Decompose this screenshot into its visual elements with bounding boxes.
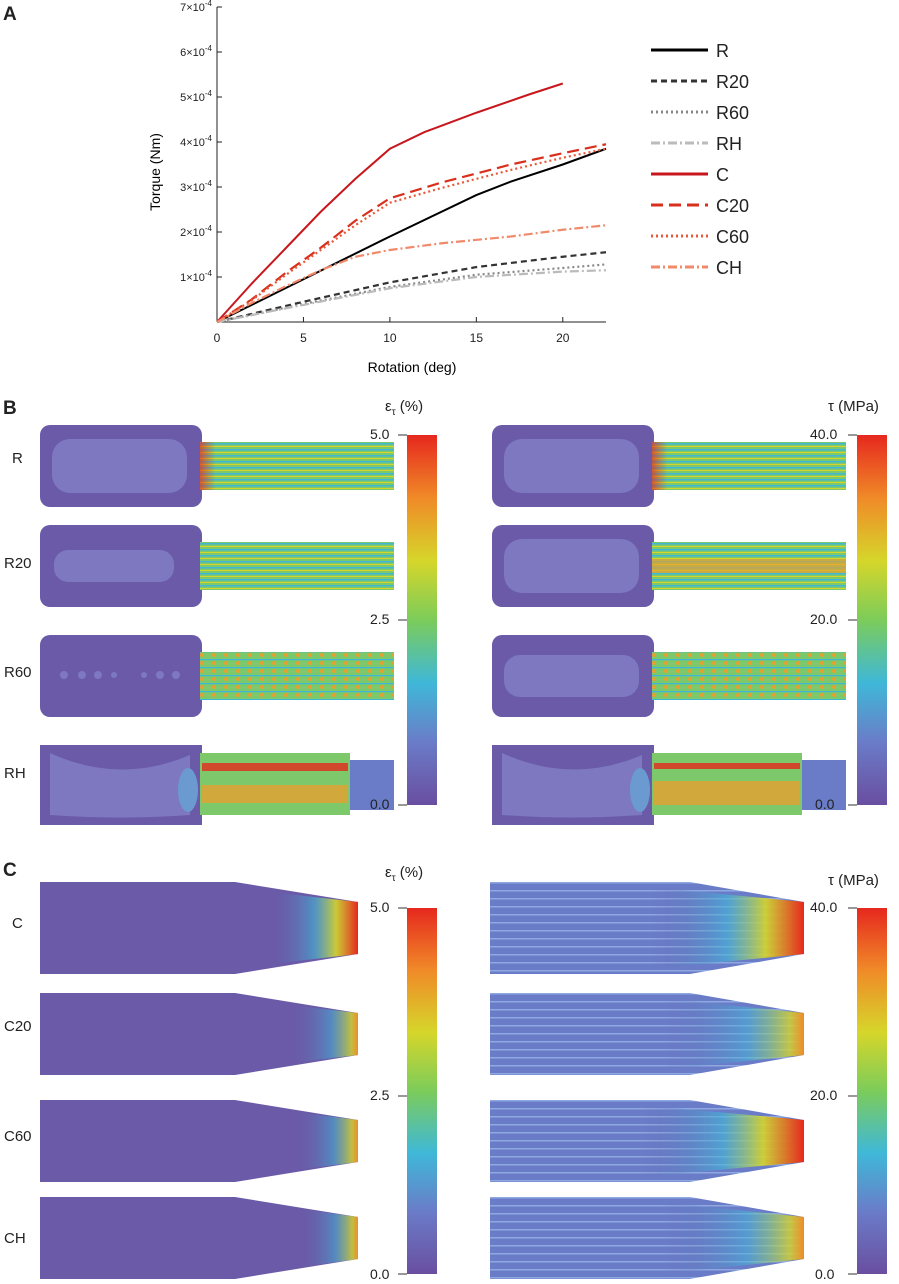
- stress-tick-min-b: 0.0: [815, 796, 835, 812]
- strain-colorbar-title-b: ετ (%): [385, 398, 424, 418]
- stress-tick-max-c: 40.0: [810, 899, 838, 915]
- stress-tick-mid-c: 20.0: [810, 1087, 838, 1103]
- y-tick-label: 7×10-4: [180, 0, 212, 14]
- strain-colorbar-c: [407, 908, 437, 1274]
- legend-label-c: C: [716, 165, 729, 185]
- sim-CH-strain: [40, 1197, 358, 1279]
- legend-label-c20: C20: [716, 196, 749, 216]
- stress-colorbar-title-b: τ (MPa): [828, 398, 879, 415]
- series-line-r60: [216, 263, 607, 324]
- legend-label-c60: C60: [716, 227, 749, 247]
- row-label-C20: C20: [4, 1018, 32, 1035]
- sim-C60-strain: [40, 1100, 358, 1182]
- sim-C-strain: [40, 882, 358, 974]
- series-line-r20: [216, 251, 607, 324]
- series-line-c60: [216, 147, 607, 323]
- series-line-ch: [216, 224, 607, 323]
- x-tick-label: 10: [383, 331, 397, 345]
- sim-R-strain: [40, 425, 394, 507]
- sim-R60-stress: [492, 635, 846, 717]
- strain-tick-max-b: 5.0: [370, 426, 390, 442]
- row-label-R20: R20: [4, 555, 32, 572]
- stress-colorbar-c: [857, 908, 887, 1274]
- sim-R20-stress: [492, 525, 846, 607]
- sim-C60-stress: [490, 1100, 804, 1182]
- panel-b-simulations: [40, 425, 887, 825]
- series-line-r: [216, 147, 607, 323]
- strain-tick-max-c: 5.0: [370, 899, 390, 915]
- x-tick-label: 20: [556, 331, 570, 345]
- sim-C20-stress: [490, 993, 804, 1075]
- legend-label-r20: R20: [716, 72, 749, 92]
- stress-colorbar-title-c: τ (MPa): [828, 872, 879, 889]
- panel-label-a: A: [3, 4, 17, 25]
- x-tick-label: 0: [214, 331, 221, 345]
- x-tick-label: 5: [300, 331, 307, 345]
- sim-RH-stress: [492, 745, 846, 825]
- row-label-R: R: [12, 450, 23, 467]
- series-line-c: [216, 82, 564, 323]
- series-line-rh: [216, 269, 607, 324]
- strain-tick-mid-b: 2.5: [370, 611, 390, 627]
- series-line-c20: [216, 143, 607, 323]
- panel-label-b: B: [3, 398, 17, 419]
- row-label-R60: R60: [4, 664, 32, 681]
- panel-label-c: C: [3, 860, 17, 881]
- sim-C20-strain: [40, 993, 358, 1075]
- y-axis-label: Torque (Nm): [147, 133, 163, 211]
- legend-label-rh: RH: [716, 134, 742, 154]
- x-tick-label: 15: [470, 331, 484, 345]
- y-tick-label: 5×10-4: [180, 89, 212, 104]
- sim-C-stress: [490, 882, 804, 974]
- stress-tick-min-c: 0.0: [815, 1266, 835, 1282]
- strain-colorbar-b: [407, 435, 437, 805]
- row-label-C: C: [12, 915, 23, 932]
- y-tick-label: 1×10-4: [180, 269, 212, 284]
- strain-tick-min-b: 0.0: [370, 796, 390, 812]
- stress-tick-max-b: 40.0: [810, 426, 838, 442]
- stress-tick-mid-b: 20.0: [810, 611, 838, 627]
- y-tick-label: 2×10-4: [180, 224, 212, 239]
- legend-label-ch: CH: [716, 258, 742, 278]
- sim-R-stress: [492, 425, 846, 507]
- legend-label-r60: R60: [716, 103, 749, 123]
- sim-R60-strain: [40, 635, 394, 717]
- stress-colorbar-b: [857, 435, 887, 805]
- y-tick-label: 4×10-4: [180, 134, 212, 149]
- panel-c-simulations: [40, 882, 887, 1279]
- row-label-RH: RH: [4, 765, 26, 782]
- strain-colorbar-title-c: ετ (%): [385, 864, 424, 884]
- x-axis-label: Rotation (deg): [368, 359, 457, 375]
- sim-RH-strain: [40, 745, 394, 825]
- row-label-C60: C60: [4, 1128, 32, 1145]
- sim-R20-strain: [40, 525, 394, 607]
- legend-label-r: R: [716, 41, 729, 61]
- torque-rotation-chart: 0 5 10 15 20 1×10-4 2×10-4 3×10-4 4×10-4 5×10-4 6×…: [147, 0, 749, 375]
- row-label-CH: CH: [4, 1230, 26, 1247]
- strain-tick-min-c: 0.0: [370, 1266, 390, 1282]
- y-tick-label: 6×10-4: [180, 44, 212, 59]
- y-tick-label: 3×10-4: [180, 179, 212, 194]
- strain-tick-mid-c: 2.5: [370, 1087, 390, 1103]
- sim-CH-stress: [490, 1197, 804, 1279]
